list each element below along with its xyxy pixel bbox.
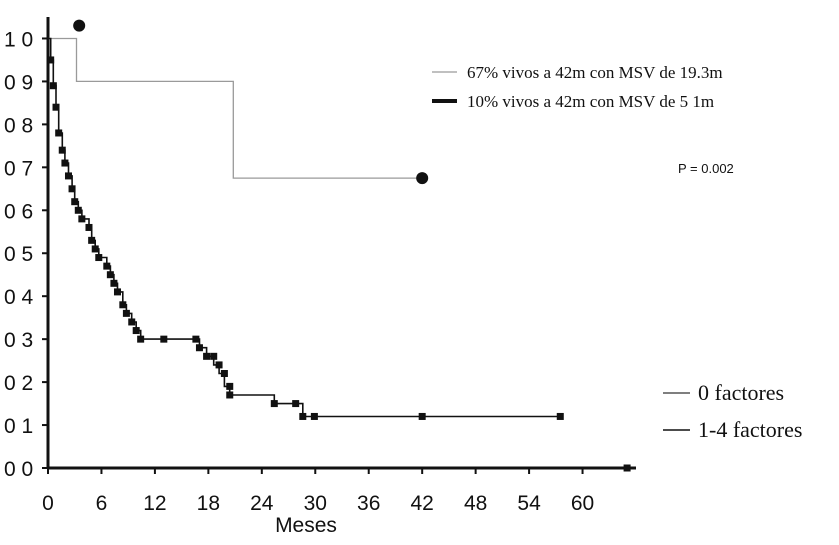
x-tick-label: 12 [143, 492, 166, 515]
legend-top-label-0: 67% vivos a 42m con MSV de 19.3m [467, 63, 723, 82]
y-tick-label: 0 4 [4, 286, 34, 309]
series-marker-1-4-factores [226, 391, 234, 399]
series-marker-1-4-factores [119, 301, 127, 309]
series-marker-1-4-factores [88, 236, 96, 244]
y-tick-label: 0 3 [4, 329, 33, 352]
x-axis-title: Meses [275, 514, 337, 537]
series-marker-1-4-factores [61, 159, 69, 167]
y-tick-label: 0 1 [4, 415, 33, 438]
series-marker-1-4-factores [85, 223, 93, 231]
series-marker-1-4-factores [556, 412, 564, 420]
y-tick-label: 0 7 [4, 157, 33, 180]
series-marker-1-4-factores [192, 335, 200, 343]
series-marker-1-4-factores [74, 206, 82, 214]
series-marker-1-4-factores [95, 254, 103, 262]
series-marker-1-4-factores [106, 271, 114, 279]
x-tick-label: 60 [571, 492, 594, 515]
x-tick-label: 30 [304, 492, 327, 515]
series-marker-1-4-factores [623, 464, 631, 472]
x-tick-label: 42 [411, 492, 434, 515]
x-tick-label: 6 [96, 492, 108, 515]
series-marker-1-4-factores [128, 318, 136, 326]
series-marker-1-4-factores [91, 245, 99, 253]
y-tick-label: 1 0 [4, 28, 33, 51]
series-marker-1-4-factores [299, 412, 307, 420]
p-value-label: P = 0.002 [678, 161, 734, 176]
y-tick-label: 0 2 [4, 372, 33, 395]
series-marker-1-4-factores [68, 185, 76, 193]
series-marker-1-4-factores [49, 82, 57, 90]
y-tick-label: 0 0 [4, 458, 33, 481]
y-tick-label: 0 8 [4, 114, 33, 137]
series-marker-1-4-factores [203, 352, 211, 360]
legend-bottom-label-1: 1-4 factores [698, 417, 802, 442]
series-marker-0-factores [73, 19, 86, 32]
series-marker-1-4-factores [195, 344, 203, 352]
x-tick-label: 54 [517, 492, 541, 515]
series-marker-1-4-factores [292, 400, 300, 408]
marker-layer [47, 19, 631, 472]
series-marker-1-4-factores [55, 129, 63, 137]
series-marker-1-4-factores [210, 352, 218, 360]
series-marker-1-4-factores [47, 56, 55, 64]
legend-bottom: 0 factores 1-4 factores [663, 380, 802, 442]
series-marker-1-4-factores [418, 412, 426, 420]
series-marker-1-4-factores [215, 361, 223, 369]
y-tick-label: 0 9 [4, 71, 33, 94]
series-marker-1-4-factores [220, 370, 228, 378]
series-marker-1-4-factores [64, 172, 72, 180]
legend-top-label-1: 10% vivos a 42m con MSV de 5 1m [467, 92, 714, 111]
series-marker-1-4-factores [103, 262, 111, 270]
series-marker-1-4-factores [110, 279, 118, 287]
series-marker-1-4-factores [132, 327, 140, 335]
x-tick-label: 18 [197, 492, 220, 515]
y-tick-label: 0 6 [4, 200, 33, 223]
series-marker-1-4-factores [160, 335, 168, 343]
axes: 0 0 0 1 0 2 0 3 0 4 0 5 0 6 0 7 0 8 0 9 1 0 0 6 12 18 2… [4, 17, 636, 515]
series-marker-1-4-factores [310, 412, 318, 420]
legend-bottom-label-0: 0 factores [698, 380, 784, 405]
x-tick-label: 48 [464, 492, 487, 515]
x-tick-label: 0 [42, 492, 54, 515]
legend-top: 67% vivos a 42m con MSV de 19.3m 10% viv… [432, 63, 723, 111]
x-tick-label: 24 [250, 492, 274, 515]
series-marker-0-factores [416, 172, 429, 185]
series-marker-1-4-factores [78, 215, 86, 223]
series-marker-1-4-factores [113, 288, 121, 296]
series-line-0-factores [48, 37, 423, 179]
series-marker-1-4-factores [71, 198, 79, 206]
y-tick-label: 0 5 [4, 243, 33, 266]
series-marker-1-4-factores [137, 335, 145, 343]
series-marker-1-4-factores [122, 309, 130, 317]
series-marker-1-4-factores [58, 146, 66, 154]
series-marker-1-4-factores [52, 103, 60, 111]
series-marker-1-4-factores [226, 382, 234, 390]
x-tick-label: 36 [357, 492, 380, 515]
series-marker-1-4-factores [270, 400, 278, 408]
